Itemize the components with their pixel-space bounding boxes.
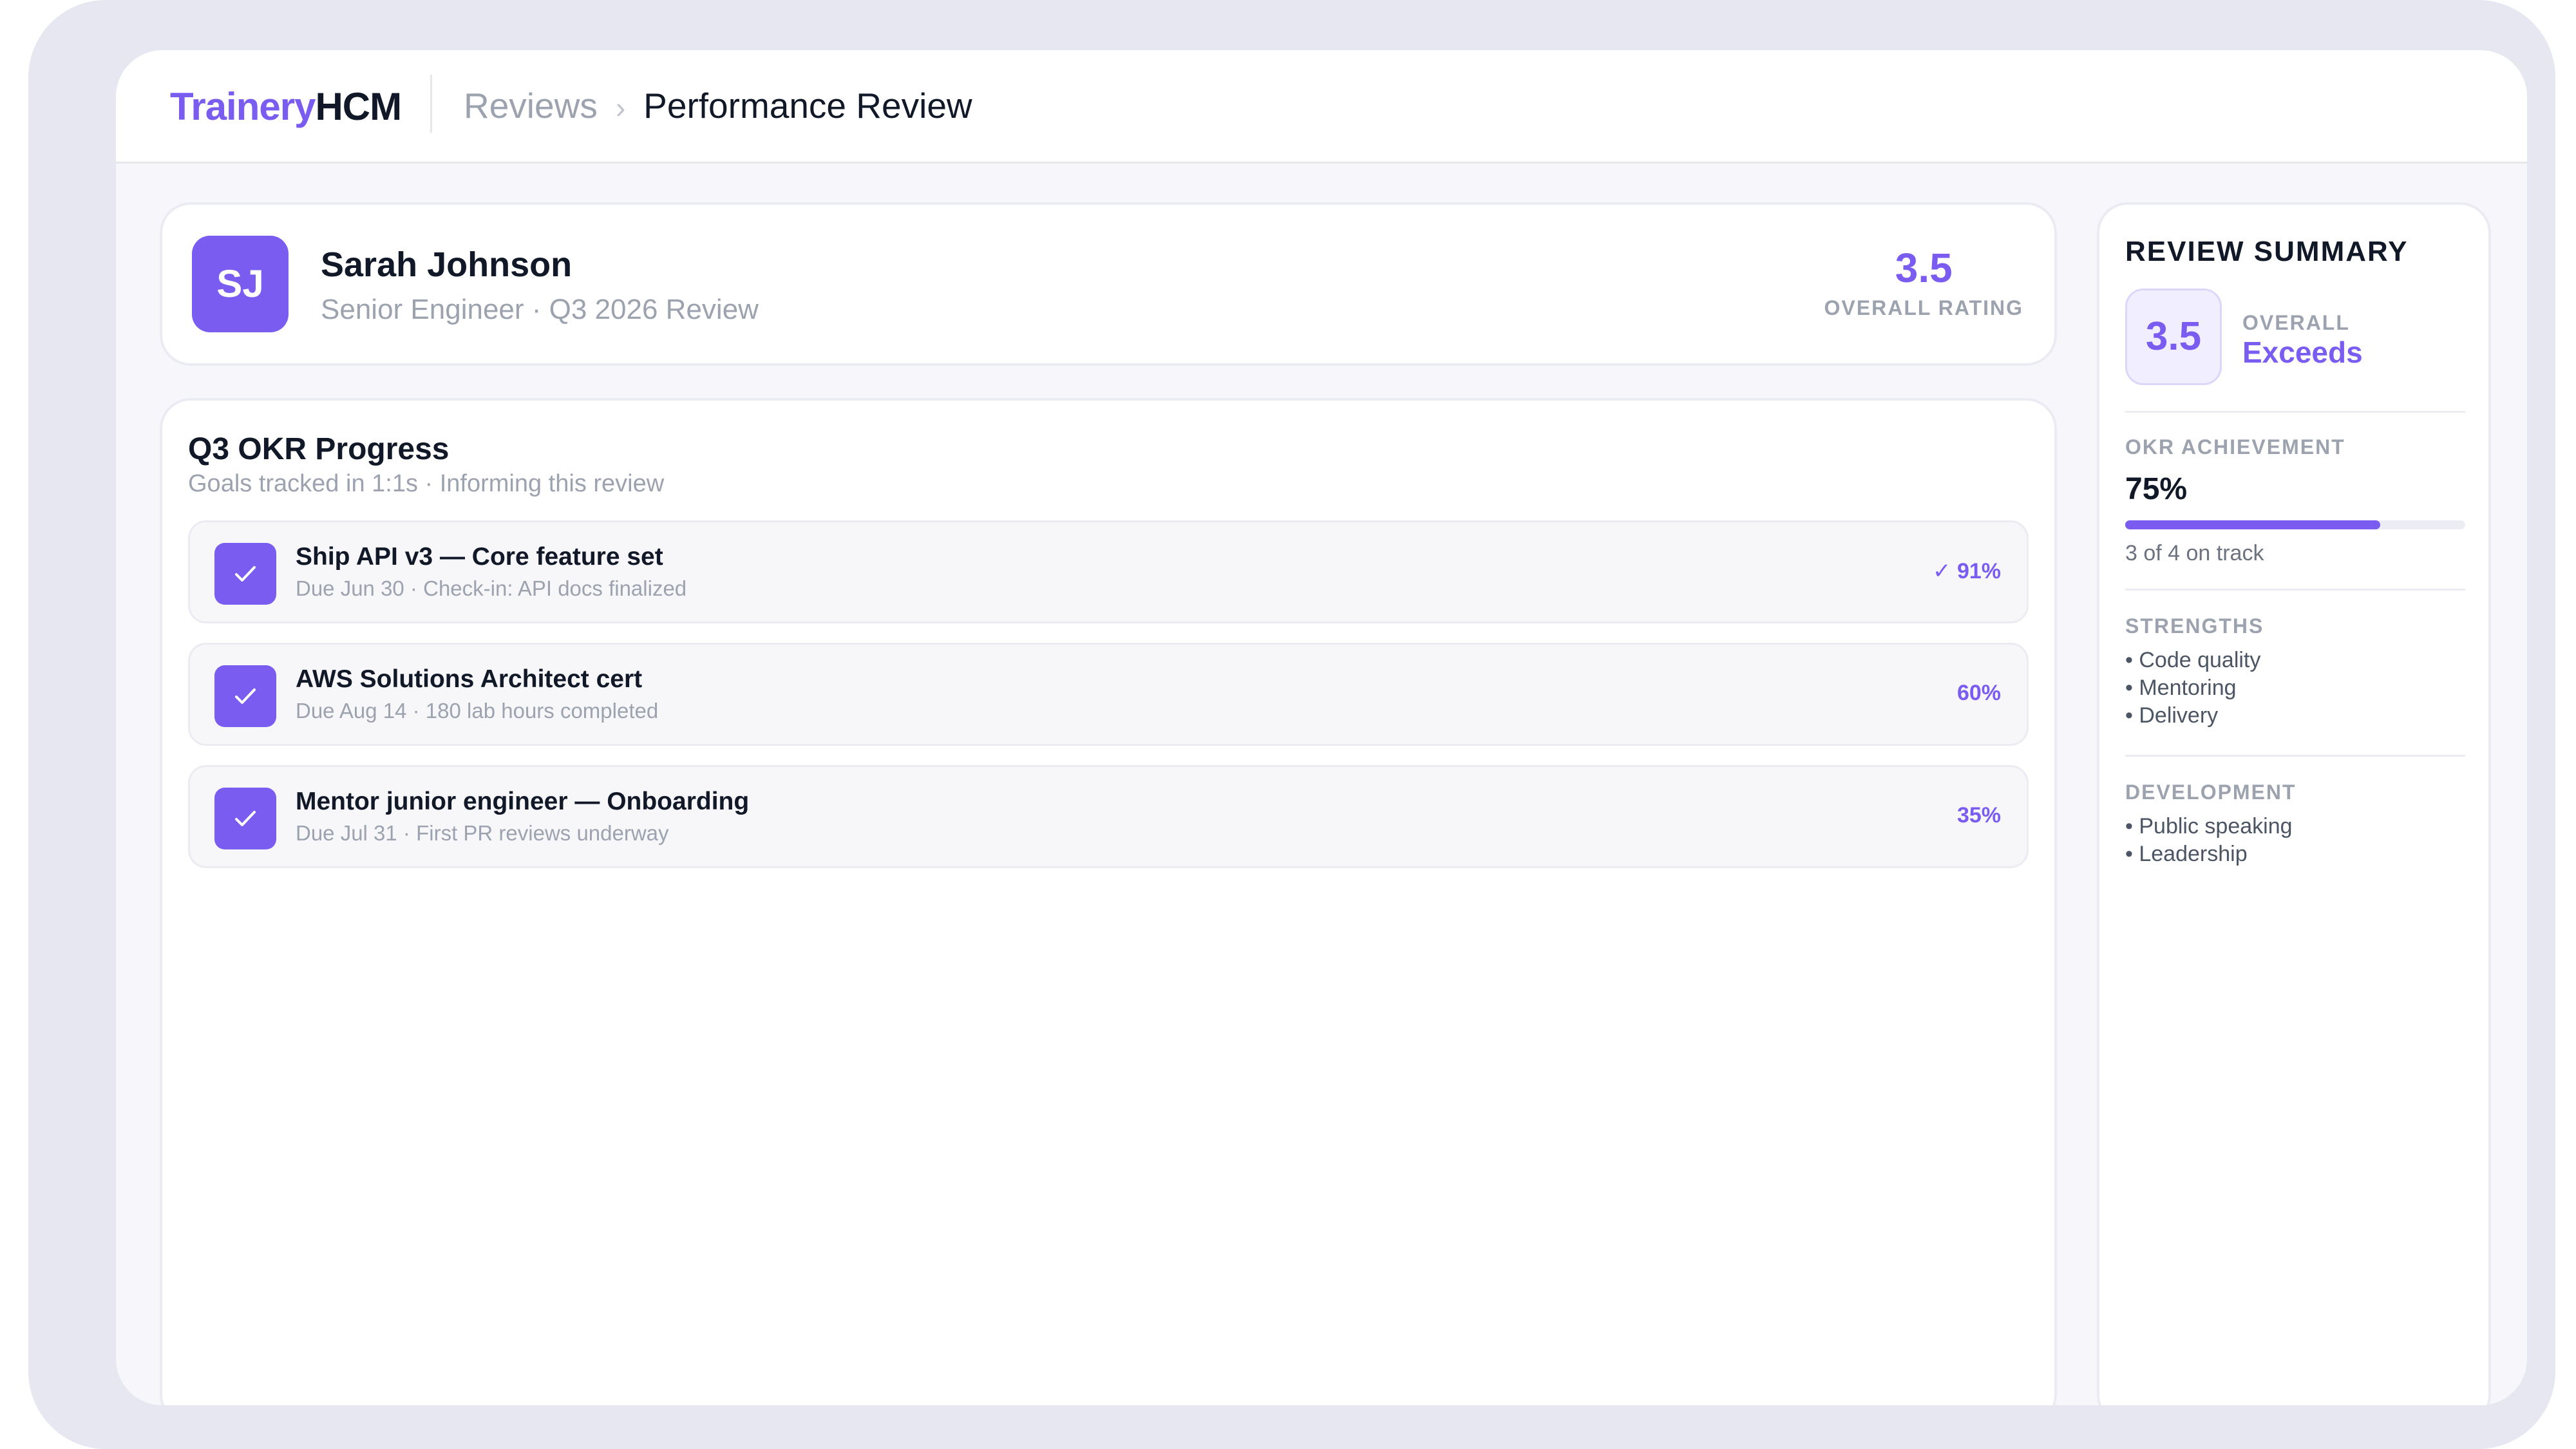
goal-item[interactable]: AWS Solutions Architect cert Due Aug 14 … [188, 643, 2029, 746]
breadcrumb: Reviews › Performance Review [464, 50, 972, 164]
okr-achievement-value: 75% [2125, 472, 2188, 506]
strength-item: Mentoring [2125, 674, 2260, 702]
strengths-list: Code quality Mentoring Delivery [2125, 647, 2260, 730]
overall-score-badge: 3.5 [2125, 289, 2222, 385]
avatar: SJ [192, 236, 289, 332]
device-frame: TraineryHCM Reviews › Performance Review S… [28, 0, 2555, 1449]
development-item: Public speaking [2125, 813, 2292, 840]
development-item: Leadership [2125, 840, 2293, 868]
goal-percent: 35% [1956, 803, 2001, 828]
top-bar: TraineryHCM Reviews › Performance Review [116, 50, 2527, 164]
divider [2125, 589, 2465, 591]
okr-progress-card: Q3 OKR Progress Goals tracked in 1:1s · … [160, 398, 2057, 1405]
strength-item: Delivery [2125, 702, 2260, 730]
okr-subtitle: Goals tracked in 1:1s · Informing this r… [188, 470, 665, 497]
overall-rating: 3.5 OVERALL RATING [1824, 247, 2023, 320]
check-icon[interactable] [214, 543, 276, 605]
app-window: TraineryHCM Reviews › Performance Review S… [116, 50, 2527, 1405]
employee-role: Senior Engineer · Q3 2026 Review [321, 294, 759, 325]
chevron-right-icon: › [615, 91, 626, 124]
goal-title: Ship API v3 — Core feature set [296, 543, 663, 571]
strengths-label: STRENGTHS [2125, 614, 2264, 638]
goal-detail: Due Jul 31 · First PR reviews underway [296, 821, 669, 845]
employee-profile-card: SJ Sarah Johnson Senior Engineer · Q3 20… [160, 202, 2057, 366]
check-icon[interactable] [214, 788, 276, 849]
brand-logo-part1: Trainery [170, 85, 316, 128]
overall-verdict: Exceeds [2242, 336, 2363, 369]
goal-title: Mentor junior engineer — Onboarding [296, 788, 750, 815]
goal-percent: ✓ 91% [1933, 559, 2001, 583]
okr-achievement-label: OKR ACHIEVEMENT [2125, 435, 2345, 459]
review-summary-panel: REVIEW SUMMARY 3.5 OVERALL Exceeds OKR A… [2097, 202, 2491, 1405]
okr-on-track-note: 3 of 4 on track [2125, 541, 2264, 565]
employee-name: Sarah Johnson [321, 245, 573, 284]
overall-rating-label: OVERALL RATING [1824, 296, 2023, 319]
strength-item: Code quality [2125, 647, 2260, 674]
header-divider [430, 75, 432, 133]
development-label: DEVELOPMENT [2125, 781, 2297, 804]
goal-item[interactable]: Ship API v3 — Core feature set Due Jun 3… [188, 520, 2029, 623]
okr-progress-bar [2125, 520, 2465, 529]
goal-item[interactable]: Mentor junior engineer — Onboarding Due … [188, 765, 2029, 868]
check-icon[interactable] [214, 665, 276, 727]
development-list: Public speaking Leadership [2125, 813, 2293, 868]
divider [2125, 755, 2465, 757]
overall-label: OVERALL [2242, 311, 2350, 334]
summary-title: REVIEW SUMMARY [2125, 236, 2409, 267]
okr-progress-bar-fill [2125, 520, 2380, 529]
page-title: Performance Review [643, 86, 972, 126]
goal-title: AWS Solutions Architect cert [296, 665, 643, 693]
divider [2125, 411, 2465, 413]
overall-rating-value: 3.5 [1895, 245, 1953, 291]
brand-logo[interactable]: TraineryHCM [170, 50, 402, 164]
goal-detail: Due Jun 30 · Check-in: API docs finalize… [296, 576, 687, 600]
okr-title: Q3 OKR Progress [188, 432, 450, 466]
goal-detail: Due Aug 14 · 180 lab hours completed [296, 699, 659, 723]
breadcrumb-reviews-link[interactable]: Reviews [464, 86, 598, 126]
brand-logo-part2: HCM [315, 85, 402, 128]
goal-percent: 60% [1956, 681, 2001, 705]
